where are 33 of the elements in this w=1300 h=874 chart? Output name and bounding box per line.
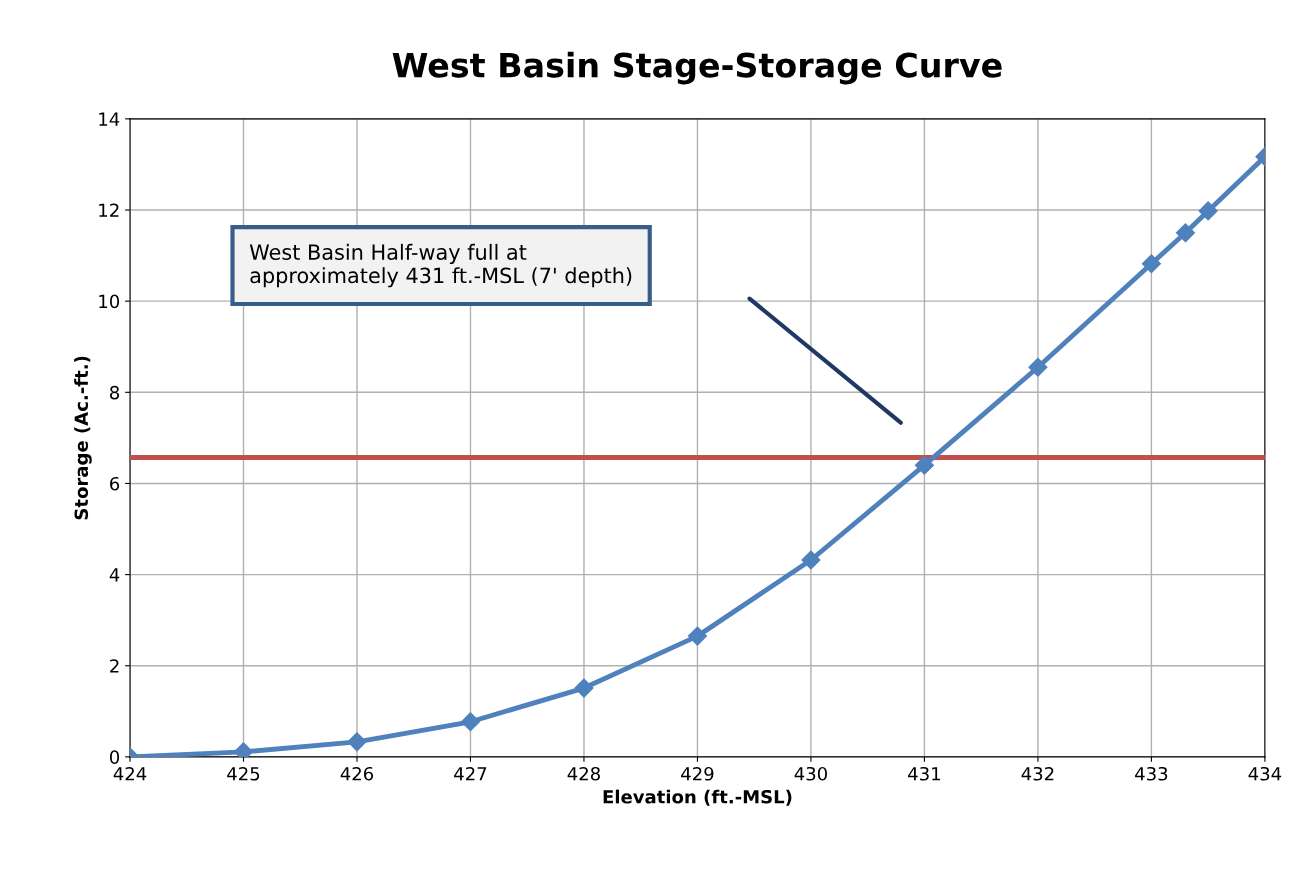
- point: [460, 712, 481, 732]
- y-tick-label: 6: [110, 476, 120, 491]
- point: [801, 550, 821, 570]
- y-tick-label: 0: [109, 750, 120, 764]
- point: [1028, 357, 1048, 377]
- y-tick-label: 14: [99, 112, 120, 126]
- x-tick-label: 424: [113, 766, 147, 781]
- point: [574, 678, 594, 698]
- y-tick-label: 10: [99, 294, 120, 309]
- x-tick-label: 427: [454, 766, 487, 781]
- x-tick-label: 428: [567, 766, 600, 781]
- y-axis-title: Storage (Ac.-ft.): [74, 356, 92, 520]
- point: [1175, 223, 1195, 243]
- x-axis-title: Elevation (ft.-MSL): [603, 789, 792, 806]
- point: [1141, 254, 1161, 274]
- point: [347, 732, 367, 752]
- x-tick-label: 433: [1135, 766, 1168, 781]
- chart-title: West Basin Stage-Storage Curve: [392, 51, 1002, 85]
- y-tick-label: 4: [109, 568, 120, 582]
- x-tick-label: 432: [1021, 766, 1054, 781]
- y-tick-label: 12: [99, 203, 119, 217]
- x-tick-label: 429: [681, 766, 714, 781]
- point: [687, 626, 707, 646]
- x-tick-label: 430: [794, 766, 827, 781]
- point: [1198, 201, 1218, 221]
- x-tick-label: 426: [340, 766, 374, 781]
- x-tick-label: 431: [908, 766, 940, 781]
- point: [914, 455, 934, 475]
- y-tick-label: 2: [110, 659, 119, 673]
- annotation: West Basin Half-way full at approximately 431 ft.-MSL (7' depth): [249, 243, 632, 288]
- x-tick-label: 434: [1248, 766, 1282, 781]
- x-tick-label: 425: [227, 766, 260, 781]
- y-tick-label: 8: [110, 385, 120, 400]
